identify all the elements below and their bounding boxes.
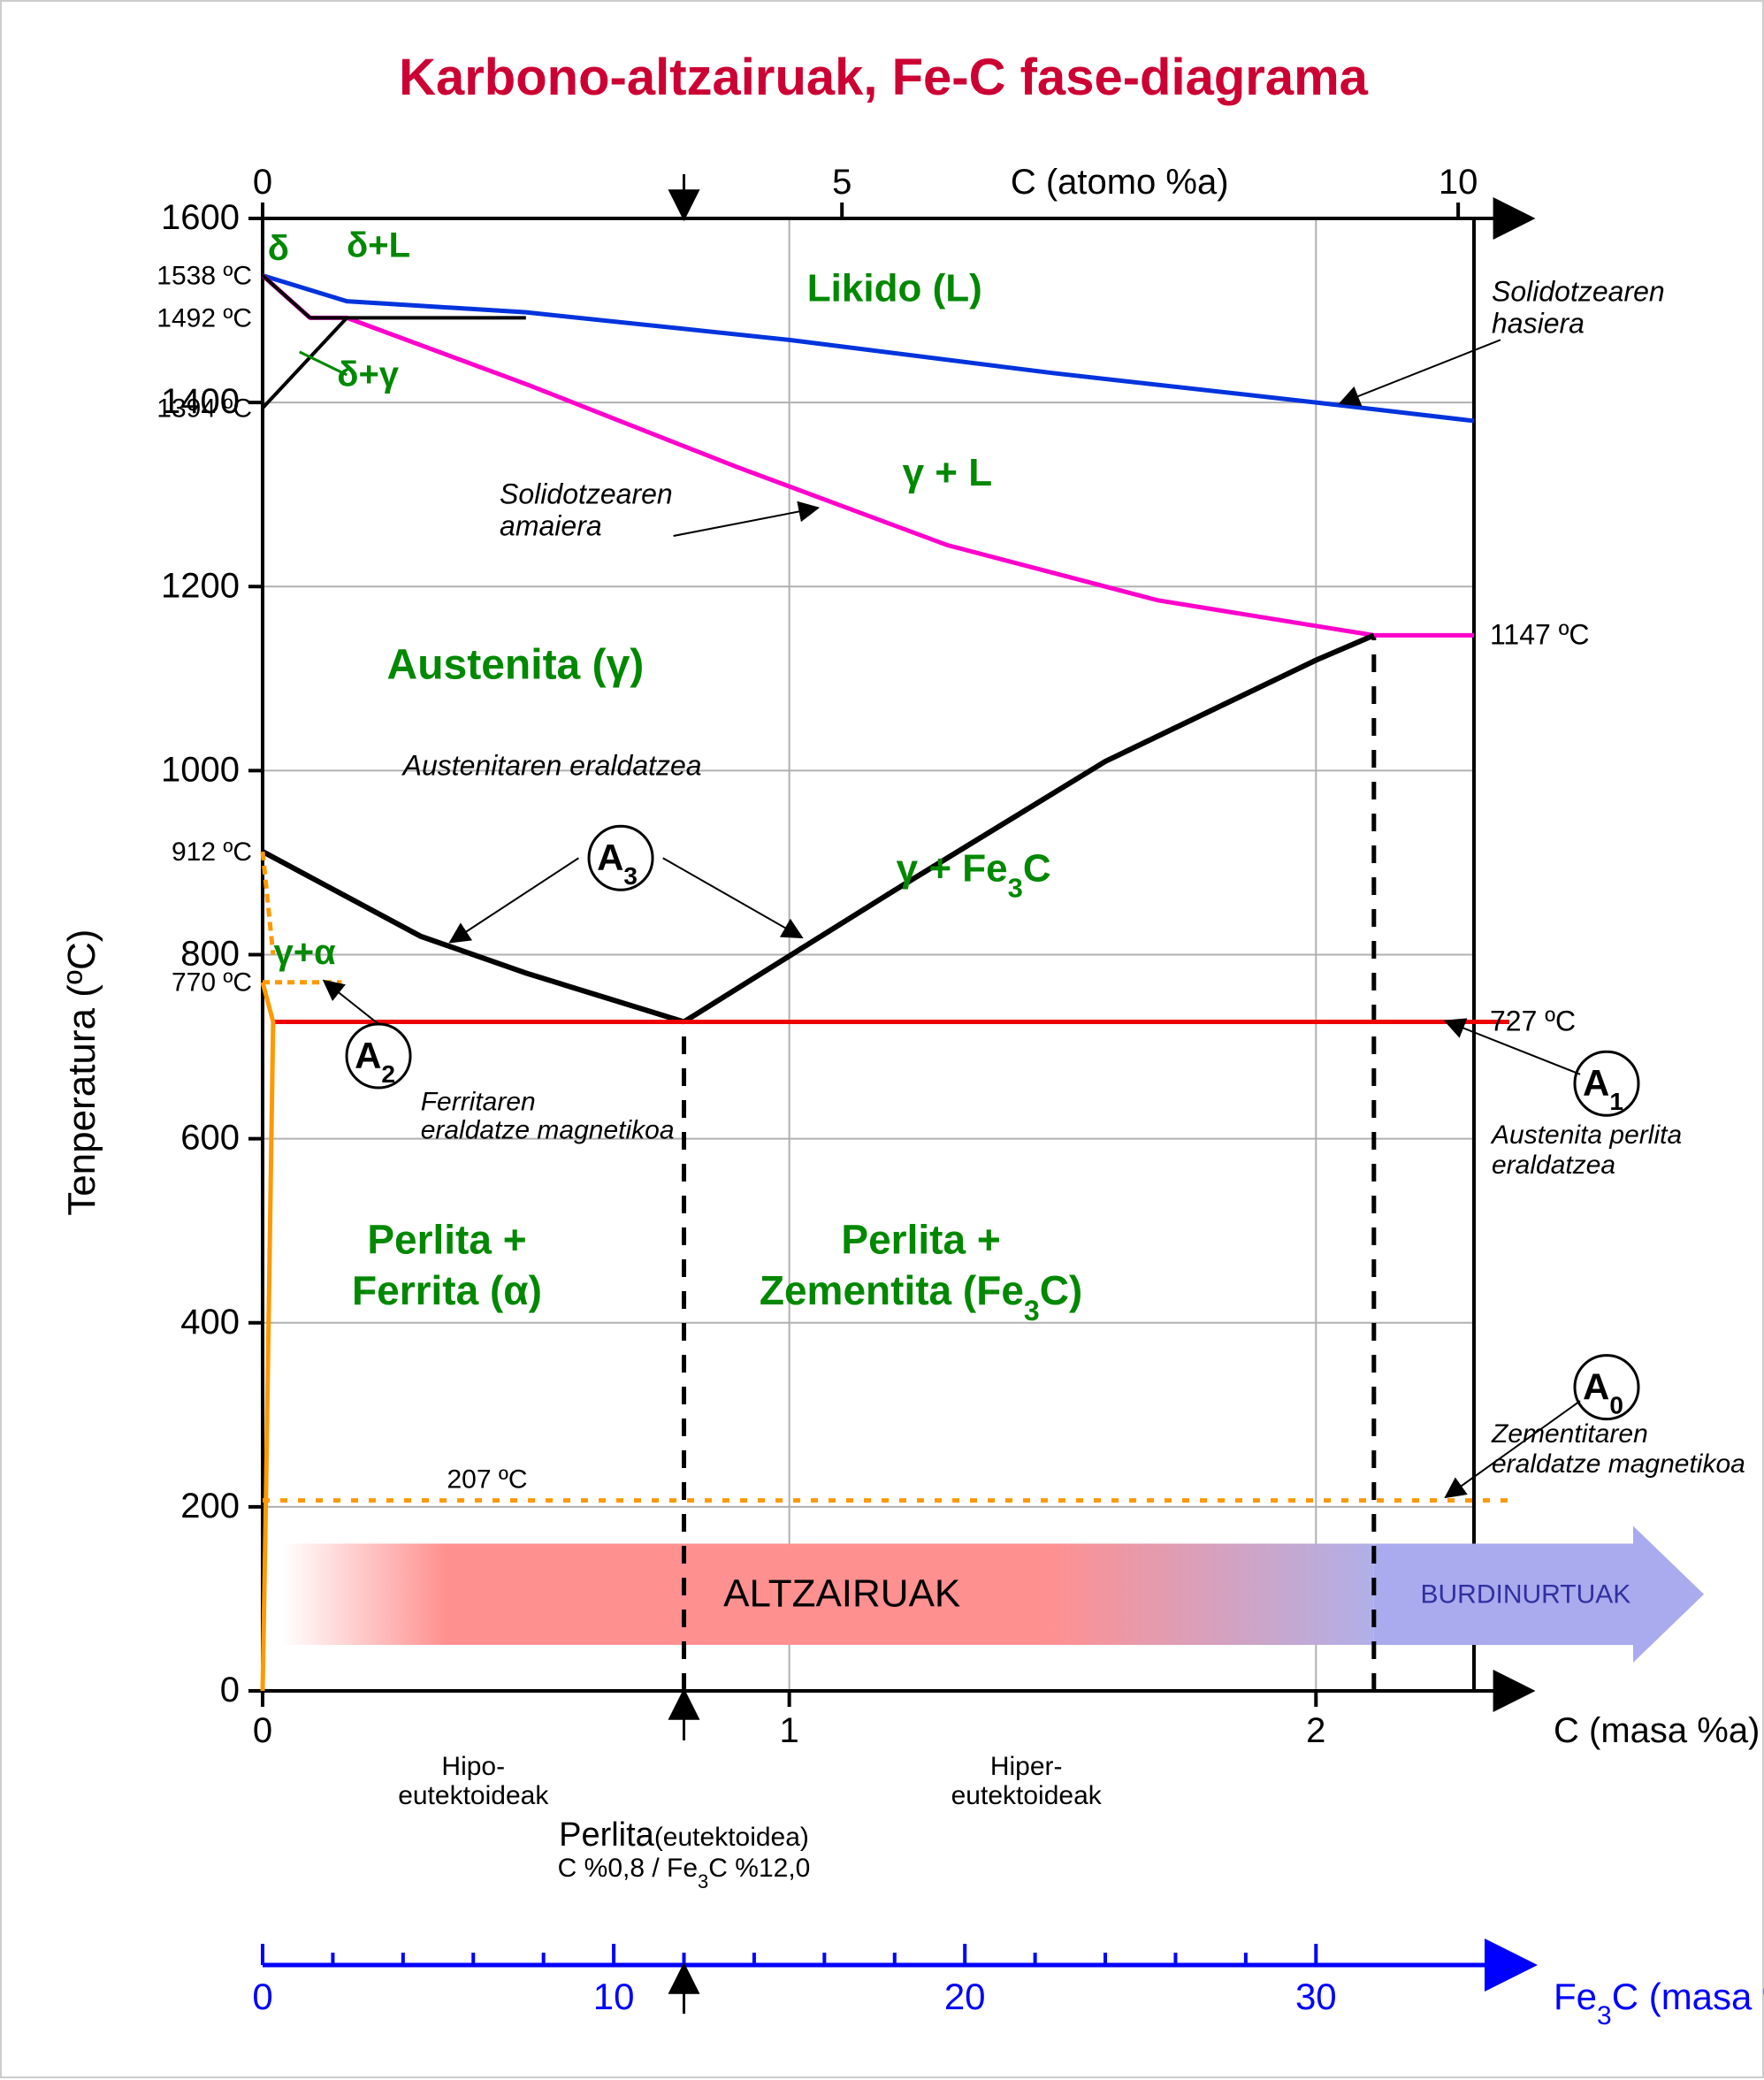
svg-text:1000: 1000 (161, 750, 240, 789)
svg-text:Hiper-: Hiper- (990, 1752, 1063, 1781)
svg-text:2: 2 (1306, 1711, 1325, 1750)
svg-text:Austenitaren eraldatzea: Austenitaren eraldatzea (401, 750, 702, 782)
svg-text:0: 0 (253, 1711, 272, 1750)
svg-text:Tenperatura (ºC): Tenperatura (ºC) (60, 929, 103, 1216)
svg-text:Zementita (Fe3C): Zementita (Fe3C) (760, 1267, 1082, 1327)
svg-text:eutektoideak: eutektoideak (398, 1781, 549, 1810)
svg-text:5: 5 (832, 163, 851, 202)
svg-text:Fe3C (masa %a): Fe3C (masa %a) (1554, 1976, 1764, 2030)
svg-text:C %0,8 / Fe3C %12,0: C %0,8 / Fe3C %12,0 (558, 1854, 811, 1893)
svg-text:1200: 1200 (161, 566, 240, 605)
svg-text:Perlita +: Perlita + (367, 1217, 526, 1263)
svg-text:Perlita(eutektoidea): Perlita(eutektoidea) (559, 1816, 809, 1854)
svg-text:30: 30 (1295, 1976, 1337, 2017)
svg-text:ALTZAIRUAK: ALTZAIRUAK (723, 1572, 960, 1616)
svg-text:γ+α: γ+α (274, 933, 337, 972)
svg-text:600: 600 (180, 1119, 240, 1158)
svg-text:eraldatze magnetikoa: eraldatze magnetikoa (1492, 1449, 1745, 1479)
svg-text:20: 20 (944, 1976, 986, 2017)
svg-text:1492 ºC: 1492 ºC (157, 303, 252, 333)
svg-text:912 ºC: 912 ºC (172, 837, 252, 867)
svg-text:Zementitaren: Zementitaren (1491, 1419, 1648, 1449)
svg-text:BURDINURTUAK: BURDINURTUAK (1421, 1580, 1631, 1610)
svg-text:amaiera: amaiera (500, 510, 602, 542)
svg-text:Austenita perlita: Austenita perlita (1490, 1120, 1682, 1150)
svg-text:0: 0 (252, 1976, 272, 2017)
svg-text:C (atomo %a): C (atomo %a) (1011, 163, 1229, 202)
svg-text:Ferrita (α): Ferrita (α) (352, 1267, 542, 1313)
svg-text:Perlita +: Perlita + (841, 1217, 1000, 1263)
svg-text:400: 400 (180, 1303, 240, 1342)
svg-text:1538 ºC: 1538 ºC (157, 262, 252, 291)
svg-text:Likido (L): Likido (L) (807, 267, 982, 310)
svg-text:δ+L: δ+L (347, 226, 410, 265)
svg-text:hasiera: hasiera (1492, 308, 1585, 340)
svg-text:Hipo-: Hipo- (441, 1752, 505, 1781)
svg-text:C (masa %a): C (masa %a) (1554, 1711, 1760, 1750)
svg-text:770 ºC: 770 ºC (172, 968, 252, 998)
svg-text:200: 200 (180, 1487, 240, 1526)
svg-text:eutektoideak: eutektoideak (951, 1781, 1103, 1810)
svg-text:1394 ºC: 1394 ºC (157, 394, 252, 423)
svg-text:207 ºC: 207 ºC (447, 1465, 527, 1495)
svg-text:Solidotzearen: Solidotzearen (1492, 276, 1665, 308)
svg-text:eraldatzea: eraldatzea (1492, 1151, 1615, 1180)
svg-text:727 ºC: 727 ºC (1490, 1005, 1576, 1036)
svg-text:1600: 1600 (161, 198, 240, 237)
svg-text:Ferritaren: Ferritaren (421, 1088, 536, 1117)
svg-text:0: 0 (220, 1671, 240, 1709)
svg-text:Solidotzearen: Solidotzearen (500, 478, 673, 510)
svg-text:δ: δ (268, 229, 289, 268)
svg-text:Austenita (γ): Austenita (γ) (387, 641, 645, 688)
svg-text:γ + Fe3C: γ + Fe3C (897, 846, 1051, 903)
phase-diagram: 0510C (atomo %a)020040060080010001200140… (60, 163, 1764, 2030)
svg-text:1147 ºC: 1147 ºC (1490, 618, 1590, 650)
svg-text:1: 1 (780, 1711, 799, 1750)
svg-text:γ + L: γ + L (903, 451, 993, 494)
svg-text:eraldatze magnetikoa: eraldatze magnetikoa (421, 1116, 675, 1145)
svg-text:10: 10 (593, 1976, 635, 2017)
svg-text:10: 10 (1439, 163, 1478, 202)
svg-text:0: 0 (253, 163, 272, 202)
chart-title: Karbono-altzairuak, Fe-C fase-diagrama (399, 49, 1369, 106)
